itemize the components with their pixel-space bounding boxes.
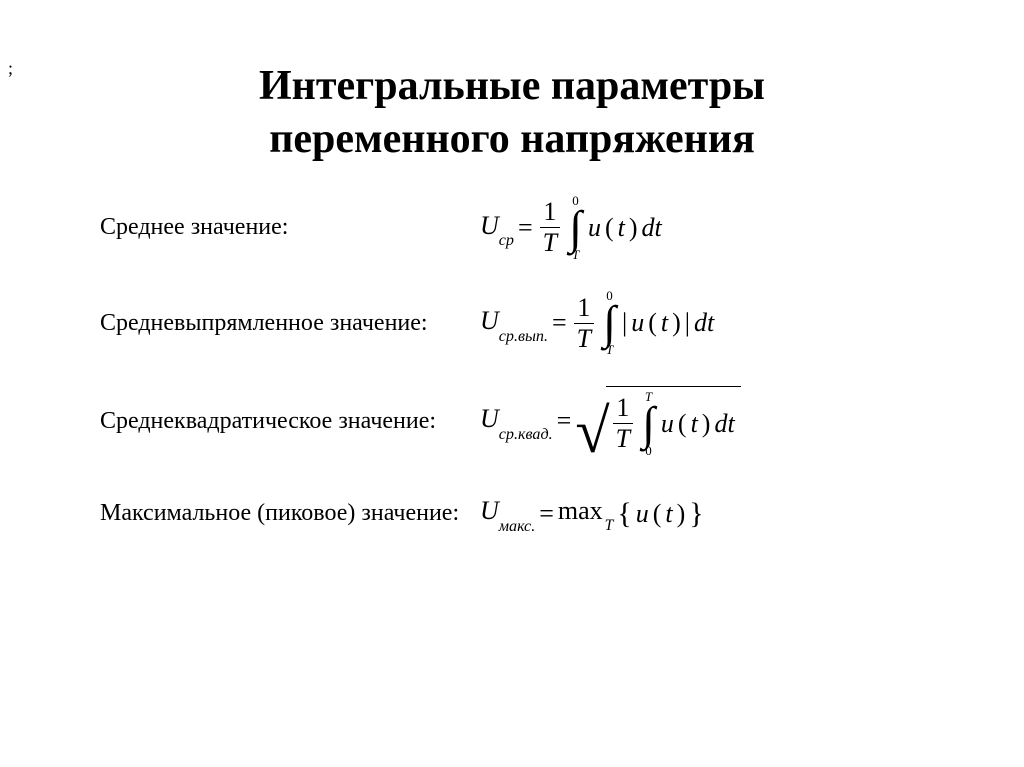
brace-l: { <box>617 497 631 531</box>
equals: = <box>552 308 567 338</box>
fraction: 1 T <box>540 199 560 256</box>
max-sub: T <box>605 517 614 534</box>
paren-r: ) <box>672 308 681 338</box>
paren-r: ) <box>629 213 638 243</box>
var-U: U <box>480 211 499 240</box>
integrand-u: u <box>588 213 601 243</box>
paren-r: ) <box>702 409 711 439</box>
sub-max: макс. <box>499 518 535 535</box>
title-line-1: Интегральные параметры <box>259 63 765 109</box>
var-t: t <box>661 308 668 338</box>
equals: = <box>518 213 533 243</box>
formula-mean: Uср = 1 T 0 ∫ T u(t)dt <box>480 195 662 260</box>
stray-semicolon: ; <box>8 58 13 79</box>
abs-r: | <box>685 308 690 338</box>
formula-max: Uмакс. = maxT {u(t)} <box>480 496 704 530</box>
page-title: Интегральные параметры переменного напря… <box>0 0 1024 195</box>
paren-l: ( <box>648 308 657 338</box>
int-lower: 0 <box>645 445 652 457</box>
integral-symbol: ∫ <box>569 207 582 249</box>
denominator: T <box>613 423 633 452</box>
fraction: 1 T <box>574 295 594 352</box>
integral: T ∫ 0 <box>642 391 655 456</box>
formula-rms: Uср.квад. = √ 1 T T ∫ 0 u(t)dt <box>480 386 741 456</box>
integrand-u: u <box>631 308 644 338</box>
sqrt: √ 1 T T ∫ 0 u(t)dt <box>575 386 740 456</box>
equals: = <box>539 499 554 529</box>
row-rectified: Средневыпрямленное значение: Uср.вып. = … <box>100 290 964 355</box>
title-line-2: переменного напряжения <box>269 116 755 162</box>
formula-rectified: Uср.вып. = 1 T 0 ∫ T |u(t)|dt <box>480 290 714 355</box>
var-U: U <box>480 306 499 335</box>
operand-u: u <box>636 499 649 529</box>
integral-symbol: ∫ <box>642 403 655 445</box>
integral-symbol: ∫ <box>603 302 616 344</box>
row-max: Максимальное (пиковое) значение: Uмакс. … <box>100 496 964 530</box>
fraction: 1 T <box>613 395 633 452</box>
paren-l: ( <box>678 409 687 439</box>
numerator: 1 <box>613 395 632 423</box>
numerator: 1 <box>574 295 593 323</box>
paren-r: ) <box>677 499 686 529</box>
dt: dt <box>642 213 662 243</box>
brace-r: } <box>689 497 703 531</box>
int-lower: T <box>572 249 579 261</box>
sub-mean: ср <box>499 232 514 249</box>
dt: dt <box>714 409 734 439</box>
definitions-list: Среднее значение: Uср = 1 T 0 ∫ T u(t)dt… <box>0 195 1024 531</box>
int-lower: T <box>606 344 613 356</box>
var-t: t <box>618 213 625 243</box>
label-rms: Среднеквадратическое значение: <box>100 408 480 435</box>
integral: 0 ∫ T <box>603 290 616 355</box>
sqrt-symbol: √ <box>575 407 609 457</box>
sqrt-body: 1 T T ∫ 0 u(t)dt <box>606 386 741 456</box>
equals: = <box>557 406 572 436</box>
integrand-u: u <box>661 409 674 439</box>
dt: dt <box>694 308 714 338</box>
sub-rms: ср.квад. <box>499 426 553 443</box>
denominator: T <box>574 323 594 352</box>
abs-l: | <box>622 308 627 338</box>
integral: 0 ∫ T <box>569 195 582 260</box>
numerator: 1 <box>540 199 559 227</box>
max-text: max <box>558 496 603 525</box>
label-mean: Среднее значение: <box>100 214 480 241</box>
max-operator: maxT <box>558 496 613 530</box>
row-rms: Среднеквадратическое значение: Uср.квад.… <box>100 386 964 456</box>
sub-rectified: ср.вып. <box>499 328 548 345</box>
var-U: U <box>480 404 499 433</box>
var-U: U <box>480 496 499 525</box>
label-max: Максимальное (пиковое) значение: <box>100 500 480 527</box>
var-t: t <box>665 499 672 529</box>
row-mean: Среднее значение: Uср = 1 T 0 ∫ T u(t)dt <box>100 195 964 260</box>
var-t: t <box>691 409 698 439</box>
paren-l: ( <box>653 499 662 529</box>
paren-l: ( <box>605 213 614 243</box>
label-rectified: Средневыпрямленное значение: <box>100 310 480 337</box>
denominator: T <box>540 227 560 256</box>
